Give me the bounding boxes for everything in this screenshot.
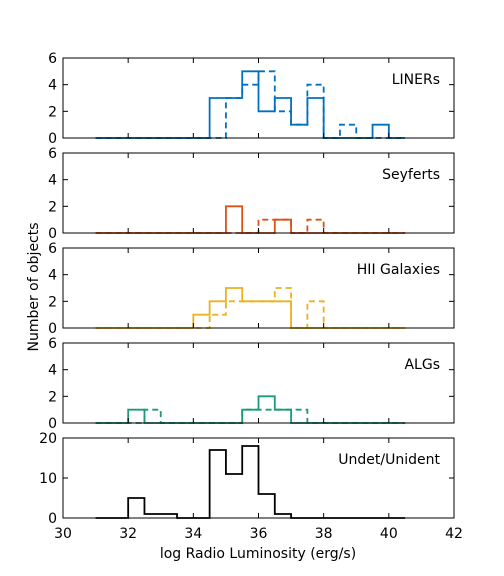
y-tick-label: 6 [48,146,57,162]
y-tick-label: 4 [48,173,57,189]
series-solid [95,287,406,329]
x-tick-label: 42 [445,526,463,542]
panel-undet-unident: 0 10 20 Undet/Unident [39,431,455,527]
panel-label: HII Galaxies [357,262,440,278]
panel-label: ALGs [404,357,440,373]
series-dashed [95,70,406,139]
y-tick-label: 4 [48,363,57,379]
x-tick-label: 32 [119,526,137,542]
panel-label: Seyferts [382,167,440,183]
y-axis-label: Number of objects [26,222,42,351]
series-dashed [95,408,406,424]
x-tick-label: 40 [380,526,398,542]
y-tick-label: 2 [48,104,57,120]
panel-frame [62,342,455,424]
y-tick-label: 0 [48,226,57,242]
panel-label: Undet/Unident [338,452,440,468]
y-tick-label: 2 [48,199,57,215]
x-tick-label: 38 [315,526,333,542]
y-tick-label: 2 [48,389,57,405]
y-tick-label: 20 [39,431,57,447]
panel-frame [62,247,455,329]
series-solid [95,395,406,424]
panel-seyferts: 0 2 4 6 Seyferts [48,146,455,242]
y-tick-label: 0 [48,511,57,527]
x-tick-label: 30 [54,526,72,542]
panel-algs: 0 2 4 6 ALGs [48,336,455,432]
y-tick-label: 4 [48,78,57,94]
series-solid [95,70,406,139]
y-tick-label: 10 [39,471,57,487]
y-tick-label: 0 [48,416,57,432]
y-tick-label: 4 [48,268,57,284]
y-tick-label: 6 [48,336,57,352]
x-tick-labels: 30 32 34 36 38 40 42 [54,526,463,542]
x-tick-label: 36 [250,526,268,542]
y-tick-label: 2 [48,294,57,310]
series-dashed [95,287,406,329]
y-tick-label: 0 [48,321,57,337]
panel-label: LINERs [392,72,440,88]
x-axis-label: log Radio Luminosity (erg/s) [160,546,356,562]
y-tick-label: 0 [48,131,57,147]
series-dashed [95,218,406,234]
y-tick-label: 6 [48,51,57,67]
panel-liners: 0 2 4 6 LINERs [48,51,455,147]
series-solid [95,205,406,234]
panel-hii-galaxies: 0 2 4 6 HII Galaxies [48,241,455,337]
y-tick-label: 6 [48,241,57,257]
x-tick-label: 34 [184,526,202,542]
